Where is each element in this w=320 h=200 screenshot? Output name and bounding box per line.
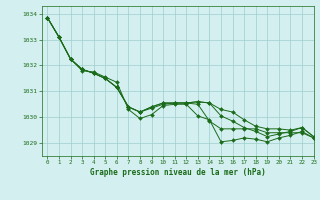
X-axis label: Graphe pression niveau de la mer (hPa): Graphe pression niveau de la mer (hPa) — [90, 168, 266, 177]
